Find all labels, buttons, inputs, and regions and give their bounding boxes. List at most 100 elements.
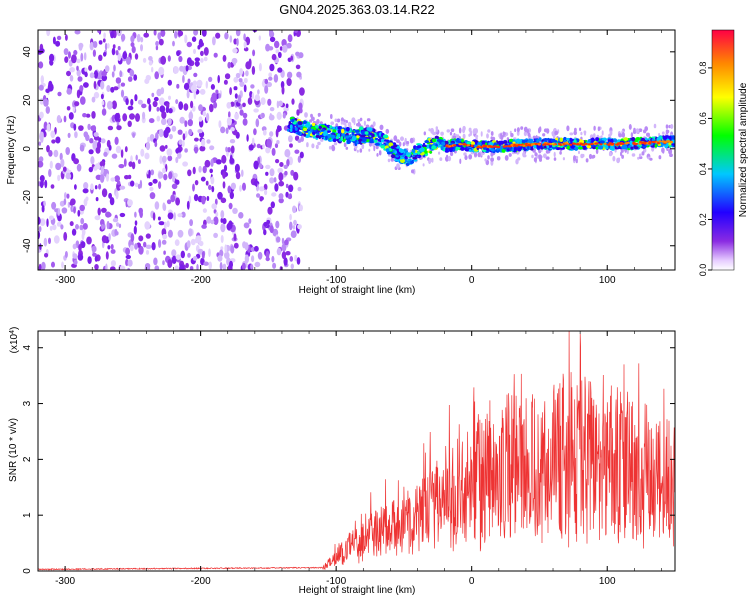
snr-panel: -300 -200 -100 0 100 0 1 2 3 4 Height of straight…	[8, 327, 676, 596]
noise-point	[79, 204, 85, 212]
halo-point	[378, 150, 382, 156]
noise-point	[144, 152, 150, 160]
noise-point	[277, 51, 282, 59]
snr-scale-label: (x104)	[9, 327, 21, 354]
signal-point	[406, 152, 409, 156]
noise-point	[287, 194, 293, 200]
noise-point	[93, 166, 98, 171]
noise-point	[94, 264, 99, 270]
halo-point	[515, 158, 519, 165]
halo-point	[393, 135, 398, 141]
noise-point	[125, 98, 129, 106]
noise-point	[283, 257, 288, 266]
noise-point	[91, 111, 96, 119]
signal-point	[656, 137, 660, 142]
signal-point	[516, 138, 521, 143]
noise-point	[93, 91, 100, 99]
noise-point	[83, 82, 89, 88]
halo-point	[309, 119, 313, 123]
noise-point	[101, 223, 105, 230]
noise-point	[290, 263, 294, 270]
halo-point	[458, 127, 462, 134]
peak-point	[616, 143, 620, 146]
noise-point	[38, 230, 41, 240]
noise-point	[253, 128, 257, 136]
colorbar-tick-label: 0.8	[698, 62, 708, 75]
noise-point	[222, 171, 226, 179]
halo-point	[446, 154, 449, 159]
signal-point	[311, 122, 316, 127]
noise-point	[183, 82, 190, 91]
noise-point	[108, 233, 111, 241]
noise-point	[189, 219, 194, 227]
halo-point	[440, 131, 444, 136]
noise-point	[137, 159, 141, 165]
halo-point	[553, 151, 556, 158]
halo-point	[658, 132, 661, 137]
colorbar-tick-label: 0.2	[698, 213, 708, 226]
noise-point	[167, 118, 172, 126]
noise-point	[187, 169, 192, 177]
noise-point	[101, 207, 107, 213]
noise-point	[292, 225, 296, 230]
halo-point	[428, 128, 431, 132]
noise-point	[242, 262, 246, 270]
noise-point	[271, 147, 276, 156]
halo-point	[379, 124, 384, 130]
signal-point	[536, 139, 540, 143]
noise-point	[194, 57, 200, 62]
noise-point	[201, 224, 207, 229]
signal-point	[374, 137, 379, 141]
halo-point	[486, 133, 489, 139]
noise-point	[117, 180, 121, 186]
noise-point	[278, 197, 284, 204]
noise-point	[127, 120, 132, 128]
noise-point	[226, 117, 232, 126]
noise-point	[71, 228, 77, 236]
noise-point	[104, 42, 108, 51]
colorbar-tick-label: 0.0	[698, 264, 708, 277]
noise-point	[227, 147, 232, 153]
noise-point	[161, 118, 167, 126]
halo-point	[496, 156, 501, 161]
noise-point	[159, 145, 166, 152]
peak-point	[575, 143, 580, 146]
noise-point	[269, 168, 275, 177]
noise-point	[187, 252, 191, 258]
noise-point	[220, 223, 226, 233]
halo-point	[406, 141, 410, 145]
noise-point	[288, 135, 293, 143]
signal-point	[405, 162, 410, 166]
signal-point	[466, 141, 472, 145]
noise-point	[291, 98, 295, 105]
halo-point	[315, 144, 319, 150]
noise-point	[82, 188, 89, 194]
peak-point	[658, 140, 662, 143]
signal-point	[512, 141, 516, 145]
signal-point	[351, 135, 357, 141]
noise-point	[126, 56, 131, 65]
noise-point	[168, 95, 171, 101]
noise-point	[162, 260, 165, 266]
noise-point	[138, 245, 144, 255]
signal-point	[330, 134, 336, 140]
noise-point	[97, 141, 101, 150]
noise-point	[117, 46, 121, 51]
noise-point	[93, 132, 99, 137]
noise-point	[106, 220, 110, 230]
noise-point	[78, 42, 84, 49]
noise-point	[63, 198, 67, 206]
noise-point	[130, 42, 135, 48]
noise-point	[277, 167, 284, 174]
noise-point	[137, 183, 141, 190]
chart-title: GN04.2025.363.03.14.R22	[279, 2, 434, 17]
halo-point	[617, 157, 621, 162]
noise-point	[271, 255, 275, 263]
noise-point	[228, 220, 233, 230]
noise-point	[257, 89, 260, 95]
halo-point	[523, 131, 528, 137]
noise-point	[128, 161, 133, 167]
halo-point	[343, 142, 347, 148]
peak-point	[488, 144, 492, 148]
noise-point	[253, 160, 259, 170]
